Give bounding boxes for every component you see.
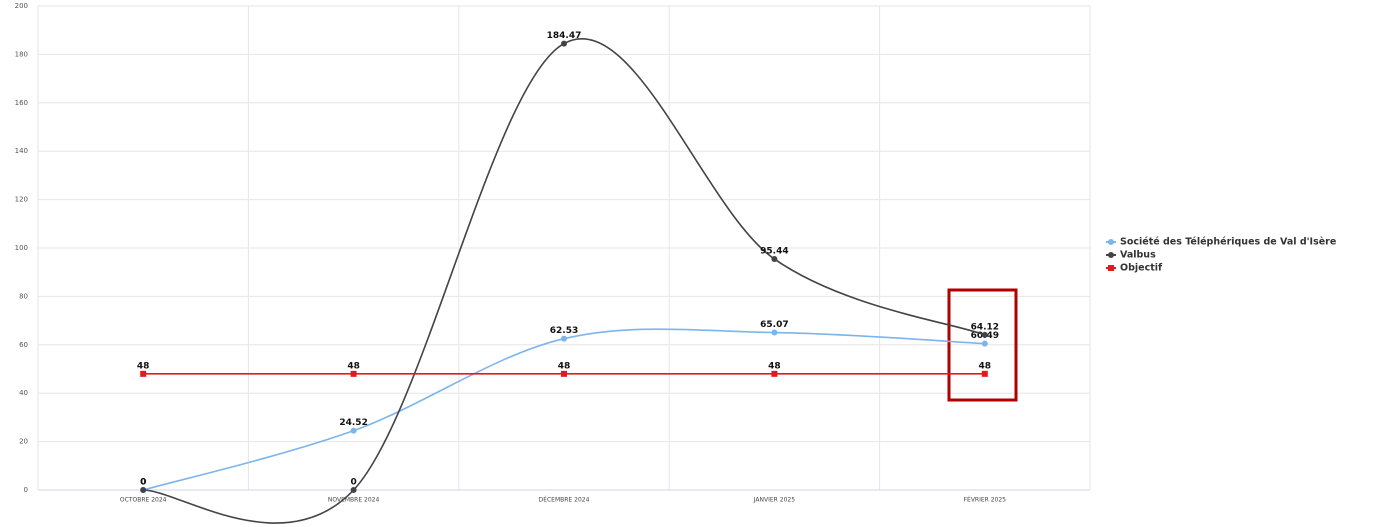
data-label: 64.12 <box>971 322 999 332</box>
x-tick-label: OCTOBRE 2024 <box>120 497 167 504</box>
y-tick-label: 0 <box>24 486 28 494</box>
y-tick-label: 20 <box>19 438 28 446</box>
legend-marker <box>1108 265 1114 271</box>
legend-marker <box>1108 239 1114 245</box>
legend-label: Objectif <box>1120 263 1163 274</box>
y-tick-label: 60 <box>19 341 28 349</box>
data-label: 0 <box>140 478 146 488</box>
legend-marker <box>1108 252 1114 258</box>
data-label: 24.52 <box>339 418 367 428</box>
x-tick-label: DÉCEMBRE 2024 <box>539 496 590 504</box>
data-label: 95.44 <box>760 247 788 257</box>
y-tick-label: 120 <box>15 196 28 204</box>
y-tick-label: 160 <box>15 99 28 107</box>
marker <box>140 370 147 377</box>
marker <box>981 331 988 338</box>
x-tick-label: JANVIER 2025 <box>753 497 795 504</box>
data-label: 48 <box>558 361 571 371</box>
marker <box>771 256 778 263</box>
x-tick-label: FÉVRIER 2025 <box>964 496 1007 504</box>
y-tick-label: 40 <box>19 389 28 397</box>
series-line <box>143 38 986 524</box>
y-tick-label: 180 <box>15 50 28 58</box>
data-label: 184.47 <box>547 31 582 41</box>
marker <box>981 340 988 347</box>
x-tick-label: NOVEMBRE 2024 <box>328 497 380 504</box>
legend-label: Valbus <box>1120 250 1156 261</box>
marker <box>350 370 357 377</box>
series-line <box>142 328 985 491</box>
data-label: 48 <box>979 361 992 371</box>
data-label: 62.53 <box>550 326 578 336</box>
marker <box>350 427 357 434</box>
marker <box>140 487 147 493</box>
data-label: 0 <box>140 478 146 488</box>
data-label: 48 <box>137 361 150 371</box>
y-tick-label: 100 <box>15 244 28 252</box>
marker <box>771 329 778 336</box>
marker <box>561 335 567 342</box>
legend-label: Société des Téléphériques de Val d'Isère <box>1120 237 1336 248</box>
highlight-box <box>947 288 1018 402</box>
y-tick-label: 80 <box>19 292 28 300</box>
y-tick-label: 200 <box>15 2 28 10</box>
y-tick-label: 140 <box>15 147 28 155</box>
marker <box>561 40 567 47</box>
marker <box>561 370 567 377</box>
data-label: 65.07 <box>760 320 788 330</box>
data-label: 0 <box>350 478 356 488</box>
marker <box>350 487 357 493</box>
data-label: 48 <box>347 361 360 371</box>
marker <box>771 370 778 377</box>
marker <box>981 370 988 377</box>
data-label: 48 <box>768 361 781 371</box>
